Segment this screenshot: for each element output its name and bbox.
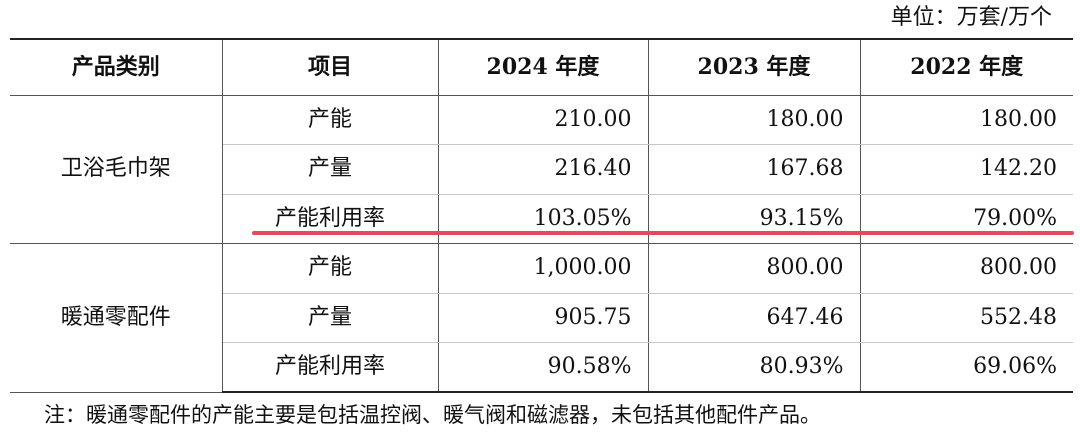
category-cell: 暖通零配件 <box>10 243 223 393</box>
table-row: 产量 216.40 167.68 142.20 <box>10 144 1073 195</box>
value-2023: 180.00 <box>648 95 861 145</box>
item-cell: 产能利用率 <box>222 194 439 244</box>
header-2023: 2023 年度 <box>648 39 861 96</box>
value-2024: 1,000.00 <box>438 243 649 294</box>
value-2022: 69.06% <box>860 342 1073 393</box>
highlight-underline <box>252 231 1074 235</box>
value-2022: 79.00% <box>860 194 1073 244</box>
value-2024: 103.05% <box>438 194 649 244</box>
item-cell: 产能 <box>222 95 439 145</box>
header-item: 项目 <box>222 39 439 96</box>
item-cell: 产能 <box>222 243 439 294</box>
value-2023: 800.00 <box>648 243 861 294</box>
table-note: 注：暖通零配件的产能主要是包括温控阀、暖气阀和磁滤器，未包括其他配件产品。 <box>44 403 821 427</box>
table-row: 产量 905.75 647.46 552.48 <box>10 293 1073 343</box>
unit-label: 单位：万套/万个 <box>890 5 1052 30</box>
header-2022: 2022 年度 <box>860 39 1073 96</box>
header-category: 产品类别 <box>10 39 223 96</box>
value-2023: 167.68 <box>648 144 861 195</box>
value-2022: 142.20 <box>860 144 1073 195</box>
item-cell: 产能利用率 <box>222 342 439 393</box>
value-2023: 93.15% <box>648 194 861 244</box>
item-cell: 产量 <box>222 144 439 195</box>
item-cell: 产量 <box>222 293 439 343</box>
value-2022: 180.00 <box>860 95 1073 145</box>
capacity-table: 产品类别 项目 2024 年度 2023 年度 2022 年度 卫浴毛巾架 产能… <box>10 38 1073 393</box>
value-2024: 210.00 <box>438 95 649 145</box>
header-2024: 2024 年度 <box>438 39 649 96</box>
value-2024: 90.58% <box>438 342 649 393</box>
value-2023: 80.93% <box>648 342 861 393</box>
table-row: 卫浴毛巾架 产能 210.00 180.00 180.00 <box>10 95 1073 244</box>
table-header-row: 产品类别 项目 2024 年度 2023 年度 2022 年度 <box>10 39 1073 96</box>
value-2022: 552.48 <box>860 293 1073 343</box>
table-row: 暖通零配件 产能 1,000.00 800.00 800.00 <box>10 243 1073 393</box>
category-cell: 卫浴毛巾架 <box>10 95 223 244</box>
table-row: 产能利用率 90.58% 80.93% 69.06% <box>10 342 1073 393</box>
value-2022: 800.00 <box>860 243 1073 294</box>
table-row: 产能利用率 103.05% 93.15% 79.00% <box>10 194 1073 244</box>
value-2024: 216.40 <box>438 144 649 195</box>
value-2023: 647.46 <box>648 293 861 343</box>
value-2024: 905.75 <box>438 293 649 343</box>
